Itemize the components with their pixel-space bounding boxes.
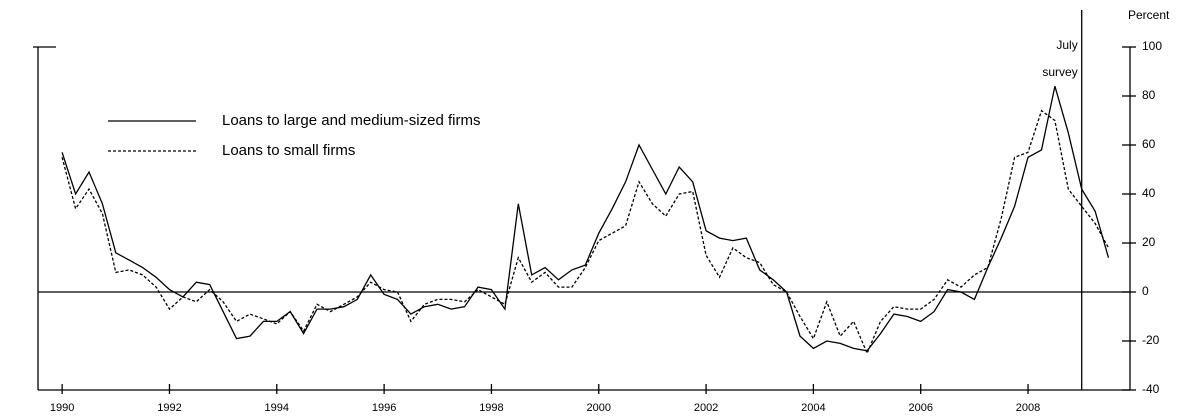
x-tick-label: 1996: [372, 402, 396, 414]
y-tick-label: 20: [1142, 235, 1156, 249]
legend-text: Loans to large and medium-sized firms: [222, 112, 480, 129]
series-line: [61, 109, 1110, 355]
annotation: July: [1056, 38, 1077, 52]
y-tick-label: -20: [1142, 333, 1160, 347]
x-tick-label: 2006: [908, 402, 932, 414]
x-tick-label: 1990: [50, 402, 74, 414]
y-tick-label: 40: [1142, 186, 1156, 200]
x-tick-label: 2000: [587, 402, 611, 414]
annotation: survey: [1042, 65, 1077, 79]
y-tick-label: 0: [1142, 284, 1149, 298]
y-tick-label: 80: [1142, 88, 1156, 102]
x-tick-label: 1994: [265, 402, 289, 414]
y-axis-label: Percent: [1128, 8, 1170, 22]
y-tick-label: -40: [1142, 382, 1160, 396]
x-tick-label: 1998: [479, 402, 503, 414]
x-tick-label: 2002: [694, 402, 718, 414]
x-tick-label: 1992: [157, 402, 181, 414]
series-line: [61, 86, 1110, 352]
y-tick-label: 60: [1142, 137, 1156, 151]
y-tick-label: 100: [1142, 39, 1162, 53]
legend-text: Loans to small firms: [222, 142, 355, 159]
x-tick-label: 2004: [801, 402, 825, 414]
x-tick-label: 2008: [1016, 402, 1040, 414]
